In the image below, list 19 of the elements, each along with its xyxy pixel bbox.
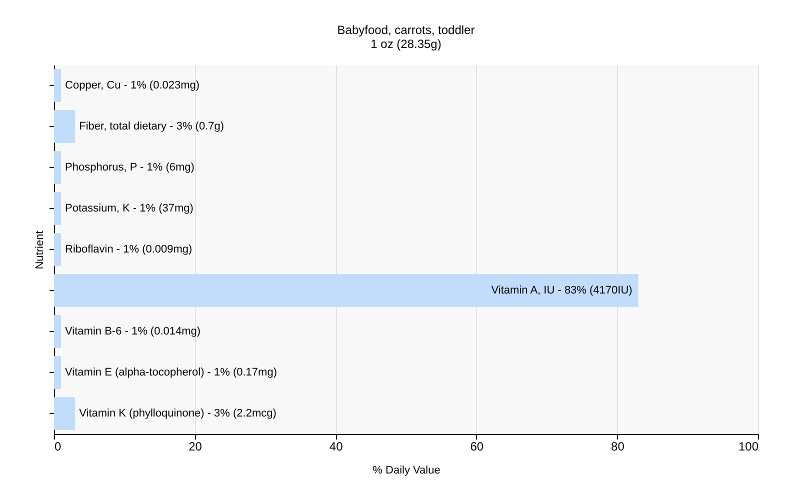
x-tick-label: 40 [329, 440, 344, 454]
y-tick-label: Fiber, total dietary - 3% (0.7g) [79, 120, 224, 132]
y-tick-label: Vitamin A, IU - 83% (4170IU) [491, 284, 632, 296]
x-tick-label: 80 [611, 440, 625, 454]
x-tick-label: 60 [470, 440, 484, 454]
chart-subtitle: 1 oz (28.35g) [370, 37, 442, 51]
y-tick-label: Riboflavin - 1% (0.009mg) [65, 244, 192, 256]
y-tick-label: Vitamin K (phylloquinone) - 3% (2.2mcg) [79, 408, 276, 420]
y-tick-label: Potassium, K - 1% (37mg) [65, 202, 194, 214]
y-tick-label: Vitamin B-6 - 1% (0.014mg) [65, 326, 201, 338]
x-axis-title: % Daily Value [372, 464, 440, 476]
x-tick-label: 20 [188, 440, 202, 454]
x-tick-label: 0 [54, 440, 62, 454]
y-tick-label: Copper, Cu - 1% (0.023mg) [65, 80, 200, 92]
y-tick-label: Phosphorus, P - 1% (6mg) [65, 162, 194, 174]
y-tick-label: Vitamin E (alpha-tocopherol) - 1% (0.17mg) [65, 366, 277, 378]
y-axis-title: Nutrient [34, 230, 46, 270]
chart-title: Babyfood, carrots, toddler [337, 23, 475, 37]
x-tick-label: 100 [738, 440, 759, 454]
